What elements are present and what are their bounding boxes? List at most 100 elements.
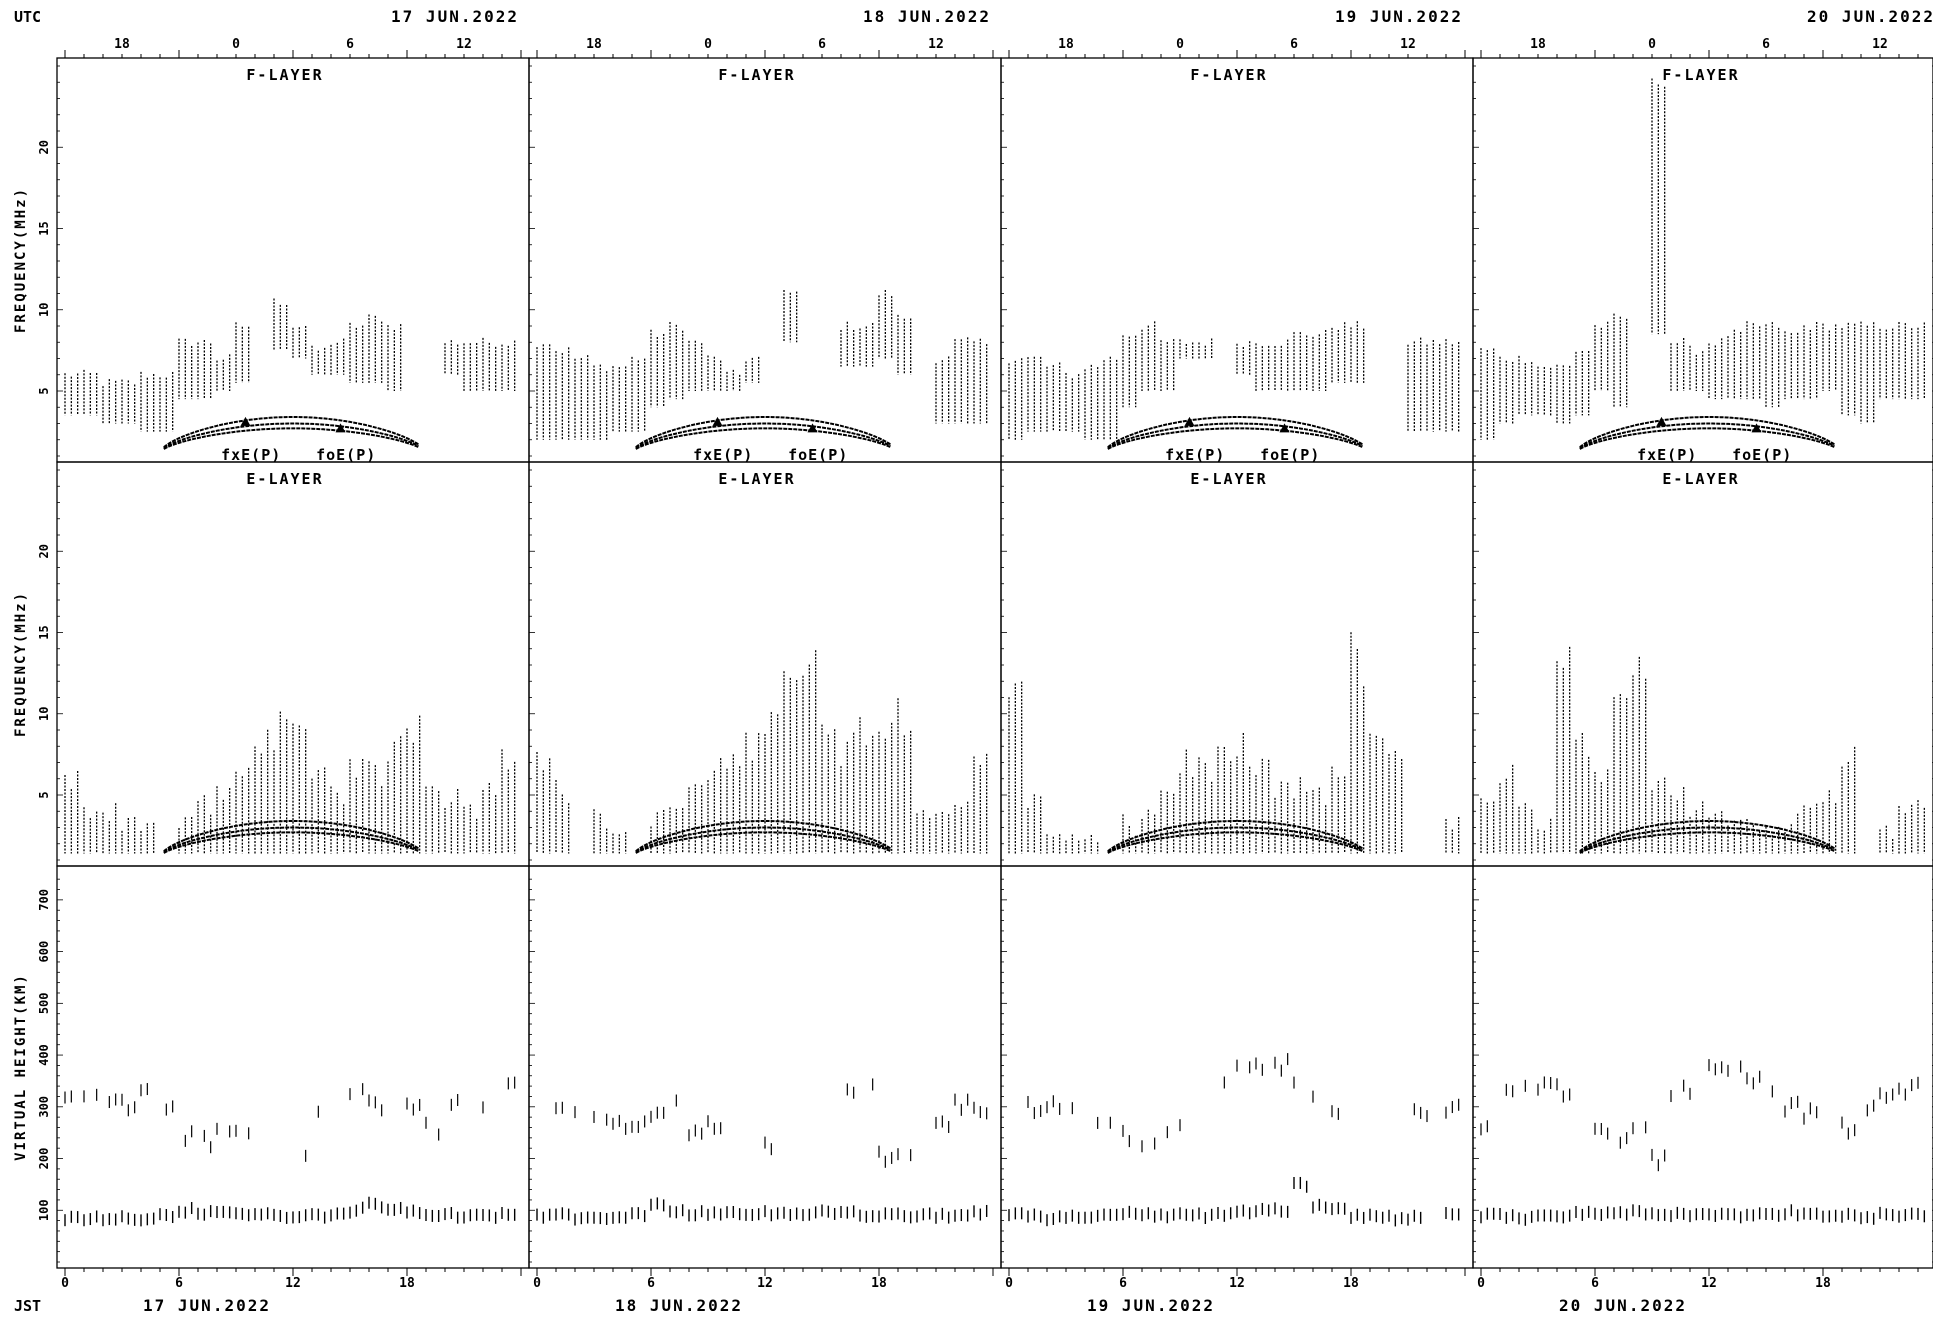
predicted-e-curve <box>1579 826 1835 854</box>
curve-label: foE(P) <box>1732 446 1792 464</box>
panel-frame <box>56 57 530 463</box>
jst-tick-label: 0 <box>533 1276 541 1291</box>
jst-tick-label: 18 <box>399 1276 415 1291</box>
predicted-e-curve <box>1107 416 1363 448</box>
utc-label: UTC <box>14 8 41 26</box>
utc-tick-label: 18 <box>586 37 602 52</box>
panel-title: F-LAYER <box>246 66 323 84</box>
utc-tick-label: 18 <box>1058 37 1074 52</box>
text-labels: UTC JST 18 0 6 12 0 6 12 18 17 JUN.2022 17 JUN.20… <box>13 7 1933 1315</box>
predicted-e-curve <box>163 826 419 854</box>
predicted-e-curve <box>1579 422 1835 450</box>
utc-tick-label: 18 <box>1530 37 1546 52</box>
y-tick-label: 20 <box>37 544 51 558</box>
y-tick-label: 10 <box>37 707 51 721</box>
panel-frame <box>1472 865 1933 1269</box>
curve-label: fxE(P) <box>693 446 753 464</box>
jst-tick-label: 0 <box>1477 1276 1485 1291</box>
y-axis-label: VIRTUAL HEIGHT(KM) <box>13 973 29 1161</box>
predicted-e-curve <box>635 826 891 854</box>
utc-tick-label: 6 <box>818 37 826 52</box>
utc-tick-label: 18 <box>114 37 130 52</box>
panel-frame <box>1472 57 1933 463</box>
curve-label: fxE(P) <box>221 446 281 464</box>
predicted-e-curve <box>1579 427 1835 450</box>
predicted-e-marker <box>807 423 818 433</box>
predicted-e-marker <box>1751 423 1762 433</box>
curve-label: fxE(P) <box>1165 446 1225 464</box>
day-label-top: 18 JUN.2022 <box>863 7 991 26</box>
panel-title: E-LAYER <box>246 470 323 488</box>
curve-label: foE(P) <box>1260 446 1320 464</box>
jst-tick-label: 6 <box>1591 1276 1599 1291</box>
utc-tick-label: 0 <box>1176 37 1184 52</box>
utc-tick-label: 0 <box>704 37 712 52</box>
predicted-e-curve <box>635 831 891 854</box>
utc-tick-label: 0 <box>232 37 240 52</box>
day-label-bottom: 19 JUN.2022 <box>1087 1296 1215 1315</box>
jst-tick-label: 12 <box>1229 1276 1245 1291</box>
jst-tick-label: 6 <box>1119 1276 1127 1291</box>
jst-tick-label: 18 <box>871 1276 887 1291</box>
day-label-top: 17 JUN.2022 <box>391 7 519 26</box>
y-tick-label: 20 <box>37 140 51 154</box>
predicted-e-curve <box>1107 422 1363 450</box>
jst-tick-label: 0 <box>1005 1276 1013 1291</box>
utc-tick-label: 12 <box>1872 37 1888 52</box>
utc-tick-label: 6 <box>1290 37 1298 52</box>
y-axis-label: FREQUENCY(MHz) <box>13 187 29 333</box>
predicted-e-curve <box>1579 820 1835 852</box>
y-tick-label: 15 <box>37 221 51 235</box>
y-tick-label: 15 <box>37 625 51 639</box>
y-tick-label: 700 <box>37 889 51 911</box>
predicted-e-marker <box>712 416 723 426</box>
utc-tick-label: 12 <box>1400 37 1416 52</box>
y-tick-label: 300 <box>37 1096 51 1118</box>
panel-title: F-LAYER <box>1190 66 1267 84</box>
predicted-e-curve <box>635 427 891 450</box>
curve-label: fxE(P) <box>1637 446 1697 464</box>
predicted-e-curve <box>1107 831 1363 854</box>
panel-title: F-LAYER <box>718 66 795 84</box>
jst-tick-label: 6 <box>175 1276 183 1291</box>
predicted-e-curve <box>163 427 419 450</box>
predicted-e-marker <box>1279 423 1290 433</box>
predicted-e-curve <box>163 820 419 852</box>
jst-tick-label: 18 <box>1815 1276 1831 1291</box>
y-tick-label: 5 <box>37 387 51 394</box>
predicted-e-curve <box>1107 826 1363 854</box>
predicted-e-marker <box>1184 416 1195 426</box>
predicted-e-curve <box>163 831 419 854</box>
y-tick-label: 500 <box>37 992 51 1014</box>
utc-tick-label: 12 <box>928 37 944 52</box>
y-axis-label: FREQUENCY(MHz) <box>13 591 29 737</box>
y-tick-label: 10 <box>37 303 51 317</box>
panel-frames <box>56 50 1933 1276</box>
predicted-e-marker <box>335 423 346 433</box>
panel-title: E-LAYER <box>1662 470 1739 488</box>
day-label-top: 20 JUN.2022 <box>1807 7 1933 26</box>
predicted-e-marker <box>240 416 251 426</box>
utc-tick-label: 6 <box>1762 37 1770 52</box>
predicted-e-curve <box>163 422 419 450</box>
day-label-bottom: 20 JUN.2022 <box>1559 1296 1687 1315</box>
data-marks <box>64 78 1926 1227</box>
jst-tick-label: 18 <box>1343 1276 1359 1291</box>
panel-title: E-LAYER <box>718 470 795 488</box>
predicted-e-curve <box>1579 416 1835 448</box>
panel-frame <box>1000 57 1474 463</box>
jst-tick-label: 12 <box>757 1276 773 1291</box>
y-tick-label: 100 <box>37 1199 51 1221</box>
jst-label: JST <box>14 1297 41 1315</box>
day-label-bottom: 18 JUN.2022 <box>615 1296 743 1315</box>
utc-tick-label: 12 <box>456 37 472 52</box>
predicted-e-curve <box>1107 427 1363 450</box>
predicted-e-marker <box>1656 416 1667 426</box>
day-label-top: 19 JUN.2022 <box>1335 7 1463 26</box>
jst-tick-label: 12 <box>1701 1276 1717 1291</box>
predicted-e-curve <box>163 416 419 448</box>
predicted-e-curve <box>635 416 891 448</box>
panel-title: F-LAYER <box>1662 66 1739 84</box>
day-label-bottom: 17 JUN.2022 <box>143 1296 271 1315</box>
